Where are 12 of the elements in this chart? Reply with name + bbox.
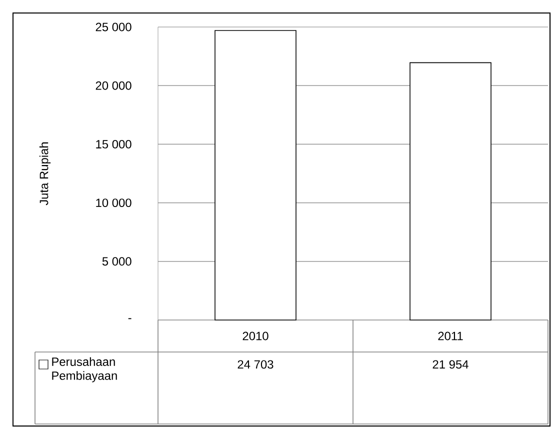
y-tick-label: 25 000 [96, 22, 132, 32]
y-axis-title: Juta Rupiah [39, 142, 51, 206]
data-label: 24 703 [238, 360, 274, 369]
x-tick-label: 2011 [438, 332, 463, 340]
y-tick-label: 5 000 [102, 257, 132, 266]
y-tick-label: 10 000 [96, 198, 132, 208]
y-tick-label: - [128, 318, 132, 320]
x-tick-label: 2010 [242, 332, 268, 340]
y-tick-label: 15 000 [96, 140, 132, 148]
data-label: 21 954 [432, 360, 468, 369]
y-tick-label: 20 000 [96, 81, 132, 90]
legend-label: Perusahaan Pembiayaan [52, 357, 117, 382]
